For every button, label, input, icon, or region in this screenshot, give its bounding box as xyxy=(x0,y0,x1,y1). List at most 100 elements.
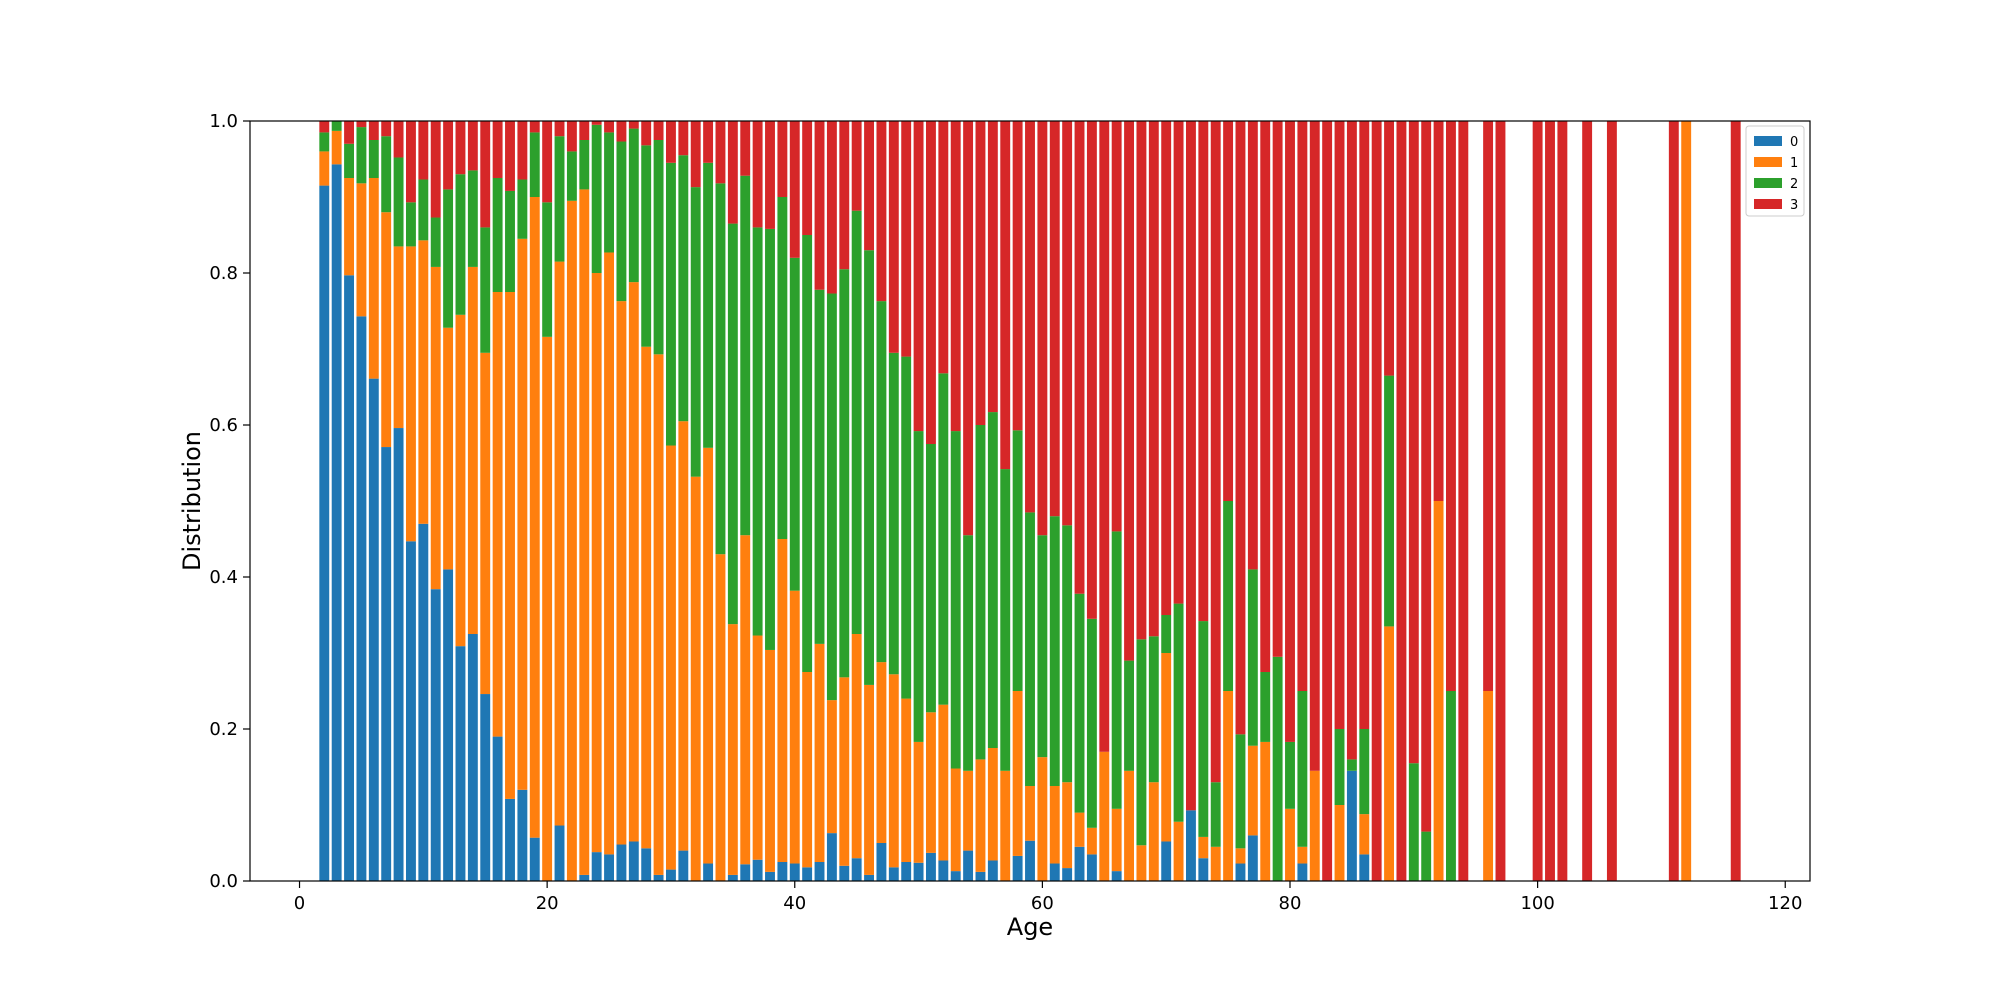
bar-segment-1 xyxy=(1223,691,1234,881)
bar-segment-2 xyxy=(418,179,429,241)
bar-segment-3 xyxy=(913,121,924,432)
bar-segment-1 xyxy=(628,282,639,842)
bar-segment-1 xyxy=(579,189,590,875)
bar-segment-2 xyxy=(1074,593,1085,813)
bar-segment-1 xyxy=(715,554,726,881)
bar-segment-0 xyxy=(517,789,528,881)
bar-segment-2 xyxy=(319,132,330,152)
bar-segment-3 xyxy=(517,121,528,180)
bar-segment-0 xyxy=(1359,854,1370,881)
bar-segment-1 xyxy=(913,741,924,863)
bar-segment-3 xyxy=(1012,121,1023,431)
bar-segment-1 xyxy=(443,327,454,570)
bar-segment-3 xyxy=(851,121,862,211)
bar-segment-3 xyxy=(1346,121,1357,760)
bar-segment-2 xyxy=(1062,525,1073,783)
bar-segment-1 xyxy=(1247,745,1258,836)
bar-segment-2 xyxy=(839,269,850,678)
bar-segment-3 xyxy=(1161,121,1172,615)
bar-segment-1 xyxy=(1136,845,1147,881)
bar-segment-0 xyxy=(777,862,788,881)
bar-segment-1 xyxy=(987,748,998,861)
bar-segment-0 xyxy=(641,848,652,881)
bar-segment-3 xyxy=(1446,121,1456,691)
bar-segment-1 xyxy=(542,336,553,882)
bar-segment-2 xyxy=(529,132,540,197)
bar-segment-3 xyxy=(1223,121,1234,501)
bar-segment-1 xyxy=(1025,786,1035,841)
bar-segment-3 xyxy=(1309,121,1320,771)
bar-segment-3 xyxy=(492,121,503,178)
bar-segment-1 xyxy=(505,292,515,799)
bar-segment-2 xyxy=(1000,469,1011,771)
bar-segment-2 xyxy=(641,145,652,347)
bar-segment-1 xyxy=(344,178,354,276)
bar-segment-3 xyxy=(604,121,614,133)
bar-segment-2 xyxy=(740,175,751,536)
bar-segment-2 xyxy=(802,235,813,672)
bar-segment-2 xyxy=(1198,621,1209,837)
bar-segment-0 xyxy=(331,164,342,881)
bar-segment-2 xyxy=(1421,831,1432,881)
bar-segment-1 xyxy=(1309,770,1320,881)
bar-segment-1 xyxy=(492,292,503,737)
bar-segment-3 xyxy=(1322,121,1333,881)
bar-segment-2 xyxy=(616,141,627,302)
bars-group xyxy=(319,121,1741,882)
bar-segment-1 xyxy=(1681,121,1692,881)
bar-segment-2 xyxy=(1012,430,1023,691)
bar-segment-3 xyxy=(1210,121,1221,783)
bar-segment-2 xyxy=(393,157,404,247)
bar-segment-1 xyxy=(765,649,775,872)
bar-segment-0 xyxy=(616,844,627,881)
bar-segment-1 xyxy=(901,698,912,862)
bar-segment-1 xyxy=(356,183,367,317)
x-tick-label: 80 xyxy=(1279,893,1302,914)
bar-segment-2 xyxy=(1359,729,1370,815)
bar-segment-2 xyxy=(864,250,874,685)
bar-segment-3 xyxy=(356,121,367,128)
legend-label-3: 3 xyxy=(1790,198,1798,213)
bar-segment-0 xyxy=(703,863,714,881)
bar-segment-3 xyxy=(616,121,627,142)
bar-segment-0 xyxy=(826,833,837,881)
bar-segment-3 xyxy=(529,121,540,133)
bar-segment-3 xyxy=(888,121,899,353)
bar-segment-1 xyxy=(1099,751,1110,881)
bar-segment-0 xyxy=(406,541,416,881)
bar-segment-2 xyxy=(913,431,924,742)
bar-segment-3 xyxy=(591,121,602,125)
bar-segment-2 xyxy=(591,124,602,273)
bar-segment-2 xyxy=(752,227,763,636)
bar-segment-3 xyxy=(1062,121,1073,526)
bar-segment-3 xyxy=(579,121,590,140)
bar-segment-0 xyxy=(505,798,515,881)
bar-segment-0 xyxy=(789,863,800,881)
bar-segment-0 xyxy=(901,862,912,881)
bar-segment-3 xyxy=(1173,121,1184,604)
bar-segment-3 xyxy=(1099,121,1110,752)
bar-segment-3 xyxy=(443,121,454,190)
x-axis-label: Age xyxy=(1007,913,1053,941)
bar-segment-0 xyxy=(579,874,590,881)
bar-segment-3 xyxy=(480,121,491,228)
bar-segment-0 xyxy=(418,523,429,881)
bar-segment-0 xyxy=(430,589,441,881)
x-tick-label: 60 xyxy=(1031,893,1054,914)
bar-segment-2 xyxy=(628,128,639,283)
y-tick-label: 0.6 xyxy=(209,415,238,436)
x-tick-label: 20 xyxy=(536,893,559,914)
bar-segment-0 xyxy=(1062,868,1073,881)
bar-segment-3 xyxy=(789,121,800,258)
bar-segment-2 xyxy=(1235,734,1246,849)
bar-segment-0 xyxy=(678,850,689,881)
legend-swatch-3 xyxy=(1754,199,1782,209)
bar-segment-0 xyxy=(926,852,936,881)
bar-segment-1 xyxy=(467,266,478,634)
bar-segment-2 xyxy=(950,431,961,769)
bar-segment-0 xyxy=(653,874,664,881)
bar-segment-0 xyxy=(443,569,454,881)
bar-segment-2 xyxy=(480,227,491,353)
bar-segment-1 xyxy=(1062,782,1073,869)
bar-segment-1 xyxy=(1384,626,1394,881)
